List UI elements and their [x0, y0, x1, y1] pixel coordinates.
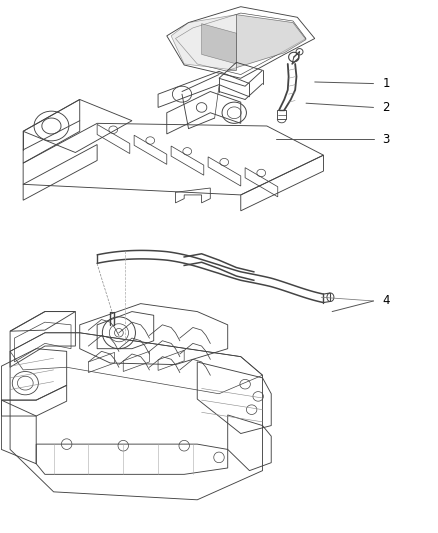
Text: 4: 4	[382, 294, 390, 308]
Polygon shape	[201, 23, 237, 64]
Polygon shape	[228, 14, 306, 70]
Text: 2: 2	[382, 101, 390, 114]
Polygon shape	[171, 14, 237, 70]
Text: 3: 3	[382, 133, 389, 146]
Text: 1: 1	[382, 77, 390, 90]
